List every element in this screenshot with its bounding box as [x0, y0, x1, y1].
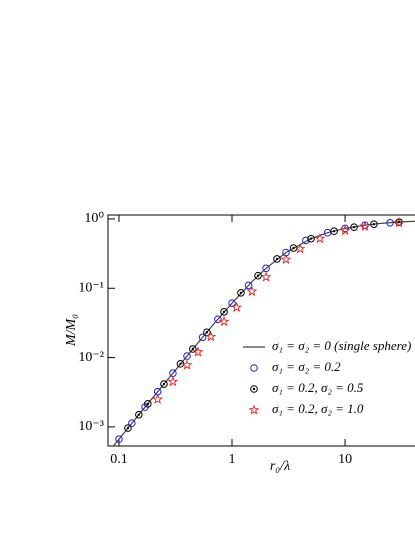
marker — [135, 410, 143, 419]
legend-label: σ₁ = σ₂ = 0 (single sphere) — [272, 338, 411, 353]
marker-dot — [239, 291, 243, 294]
marker-dot — [332, 230, 336, 233]
marker — [273, 255, 281, 263]
marker — [205, 330, 217, 342]
y-tick-label: 10⁻³ — [78, 419, 104, 434]
marker — [237, 288, 245, 297]
y-tick-label: 10⁰ — [84, 211, 104, 226]
marker — [115, 435, 123, 443]
marker — [214, 315, 222, 324]
legend-label: σ₁ = 0.2, σ₂ = 1.0 — [272, 401, 364, 416]
marker — [260, 271, 272, 282]
plot-frame — [107, 214, 415, 447]
marker-dot — [275, 257, 279, 261]
marker-dot — [256, 274, 260, 277]
marker — [244, 281, 253, 290]
marker-ring — [160, 380, 168, 388]
x-tick-label: 1 — [229, 452, 236, 467]
y-tick-label: 10⁻² — [78, 350, 104, 365]
legend-marker — [250, 364, 258, 372]
marker — [359, 220, 371, 232]
marker-ring — [124, 424, 132, 432]
marker — [386, 218, 394, 227]
marker-dot — [397, 220, 401, 224]
marker-ring — [220, 308, 228, 316]
series-line — [112, 220, 415, 446]
y-axis-label: M/M₀ — [64, 314, 79, 347]
marker-dot — [179, 362, 182, 366]
marker-ring — [144, 400, 152, 408]
marker-dot — [137, 413, 141, 416]
marker — [192, 346, 204, 357]
marker — [350, 223, 358, 232]
legend-label: σ₁ = σ₂ = 0.2 — [272, 359, 341, 374]
marker — [254, 271, 262, 280]
marker — [307, 234, 315, 243]
marker — [280, 253, 292, 265]
marker-ring — [370, 220, 378, 228]
marker-dot — [162, 382, 166, 386]
marker — [228, 299, 236, 307]
marker-dot — [252, 387, 256, 391]
marker-dot — [222, 310, 226, 314]
marker — [167, 375, 179, 387]
marker — [231, 301, 243, 313]
marker-ring — [189, 345, 197, 353]
marker-dot — [205, 331, 209, 334]
marker-ring — [307, 234, 315, 243]
y-tick-label: 10⁻¹ — [78, 280, 104, 295]
marker — [294, 243, 306, 254]
marker-ring — [135, 410, 143, 419]
legend-label: σ₁ = 0.2, σ₂ = 0.5 — [272, 380, 364, 395]
marker — [203, 328, 211, 337]
marker-dot — [352, 226, 356, 229]
marker — [393, 217, 405, 228]
marker-ring — [350, 223, 358, 232]
legend-marker — [250, 385, 258, 393]
marker-ring — [330, 227, 338, 236]
x-tick-label: 0.1 — [110, 452, 128, 467]
marker — [302, 236, 310, 245]
x-axis-label: r₀/λ — [270, 459, 290, 474]
x-tick-label: 10 — [338, 452, 352, 467]
marker-ring — [237, 288, 245, 297]
marker — [220, 308, 228, 316]
marker-dot — [372, 222, 376, 226]
marker — [314, 232, 326, 244]
marker — [124, 424, 132, 432]
marker — [152, 393, 164, 404]
marker — [189, 345, 197, 353]
marker — [289, 244, 298, 252]
marker — [128, 419, 136, 428]
marker — [339, 224, 351, 236]
marker — [370, 220, 378, 228]
marker-dot — [146, 402, 150, 406]
marker — [144, 400, 152, 408]
marker-dot — [292, 246, 295, 250]
marker-ring — [273, 255, 281, 263]
legend-marker — [248, 404, 260, 415]
marker-dot — [191, 347, 195, 351]
marker — [160, 380, 168, 388]
marker — [218, 315, 230, 327]
plot-area — [112, 217, 415, 446]
marker — [330, 227, 338, 236]
marker-ring — [250, 385, 258, 393]
marker — [181, 359, 193, 370]
marker — [246, 285, 258, 297]
marker — [198, 333, 207, 342]
marker-dot — [309, 237, 313, 240]
marker-dot — [126, 426, 130, 430]
